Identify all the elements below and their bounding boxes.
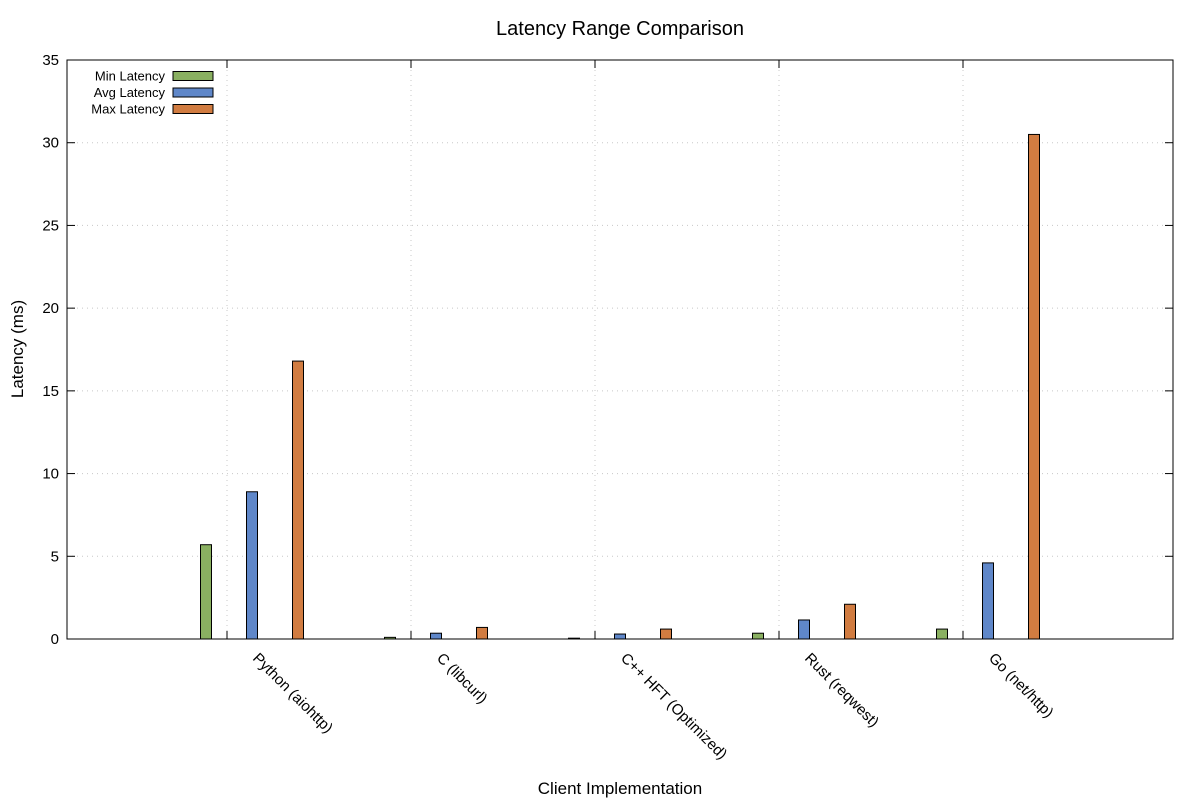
legend-label: Min Latency: [95, 69, 166, 84]
legend-swatch: [172, 71, 214, 81]
bar: [752, 632, 764, 640]
bar: [1028, 133, 1040, 640]
bar: [844, 603, 856, 640]
bar: [982, 562, 994, 640]
bar: [246, 491, 258, 640]
x-axis-label: Client Implementation: [538, 779, 702, 798]
legend-swatch: [172, 104, 214, 114]
y-tick-label: 0: [51, 631, 59, 648]
bar: [660, 628, 672, 640]
chart-title: Latency Range Comparison: [496, 18, 744, 40]
y-tick-label: 30: [42, 135, 59, 152]
y-tick-label: 10: [42, 466, 59, 483]
y-tick-label: 5: [51, 548, 59, 565]
y-tick-label: 25: [42, 217, 59, 234]
bar: [936, 628, 948, 640]
legend-label: Avg Latency: [94, 85, 166, 100]
bar: [798, 619, 810, 640]
legend-label: Max Latency: [91, 102, 165, 117]
y-tick-label: 15: [42, 383, 59, 400]
plot-frame: [66, 59, 1174, 640]
legend-swatch: [172, 87, 214, 98]
bar: [430, 632, 442, 640]
y-tick-label: 20: [42, 300, 59, 317]
y-tick-label: 35: [42, 52, 59, 69]
y-axis-label: Latency (ms): [8, 300, 27, 398]
bar: [292, 360, 304, 640]
bar: [476, 626, 488, 640]
bar: [614, 633, 626, 640]
bar: [200, 544, 212, 640]
